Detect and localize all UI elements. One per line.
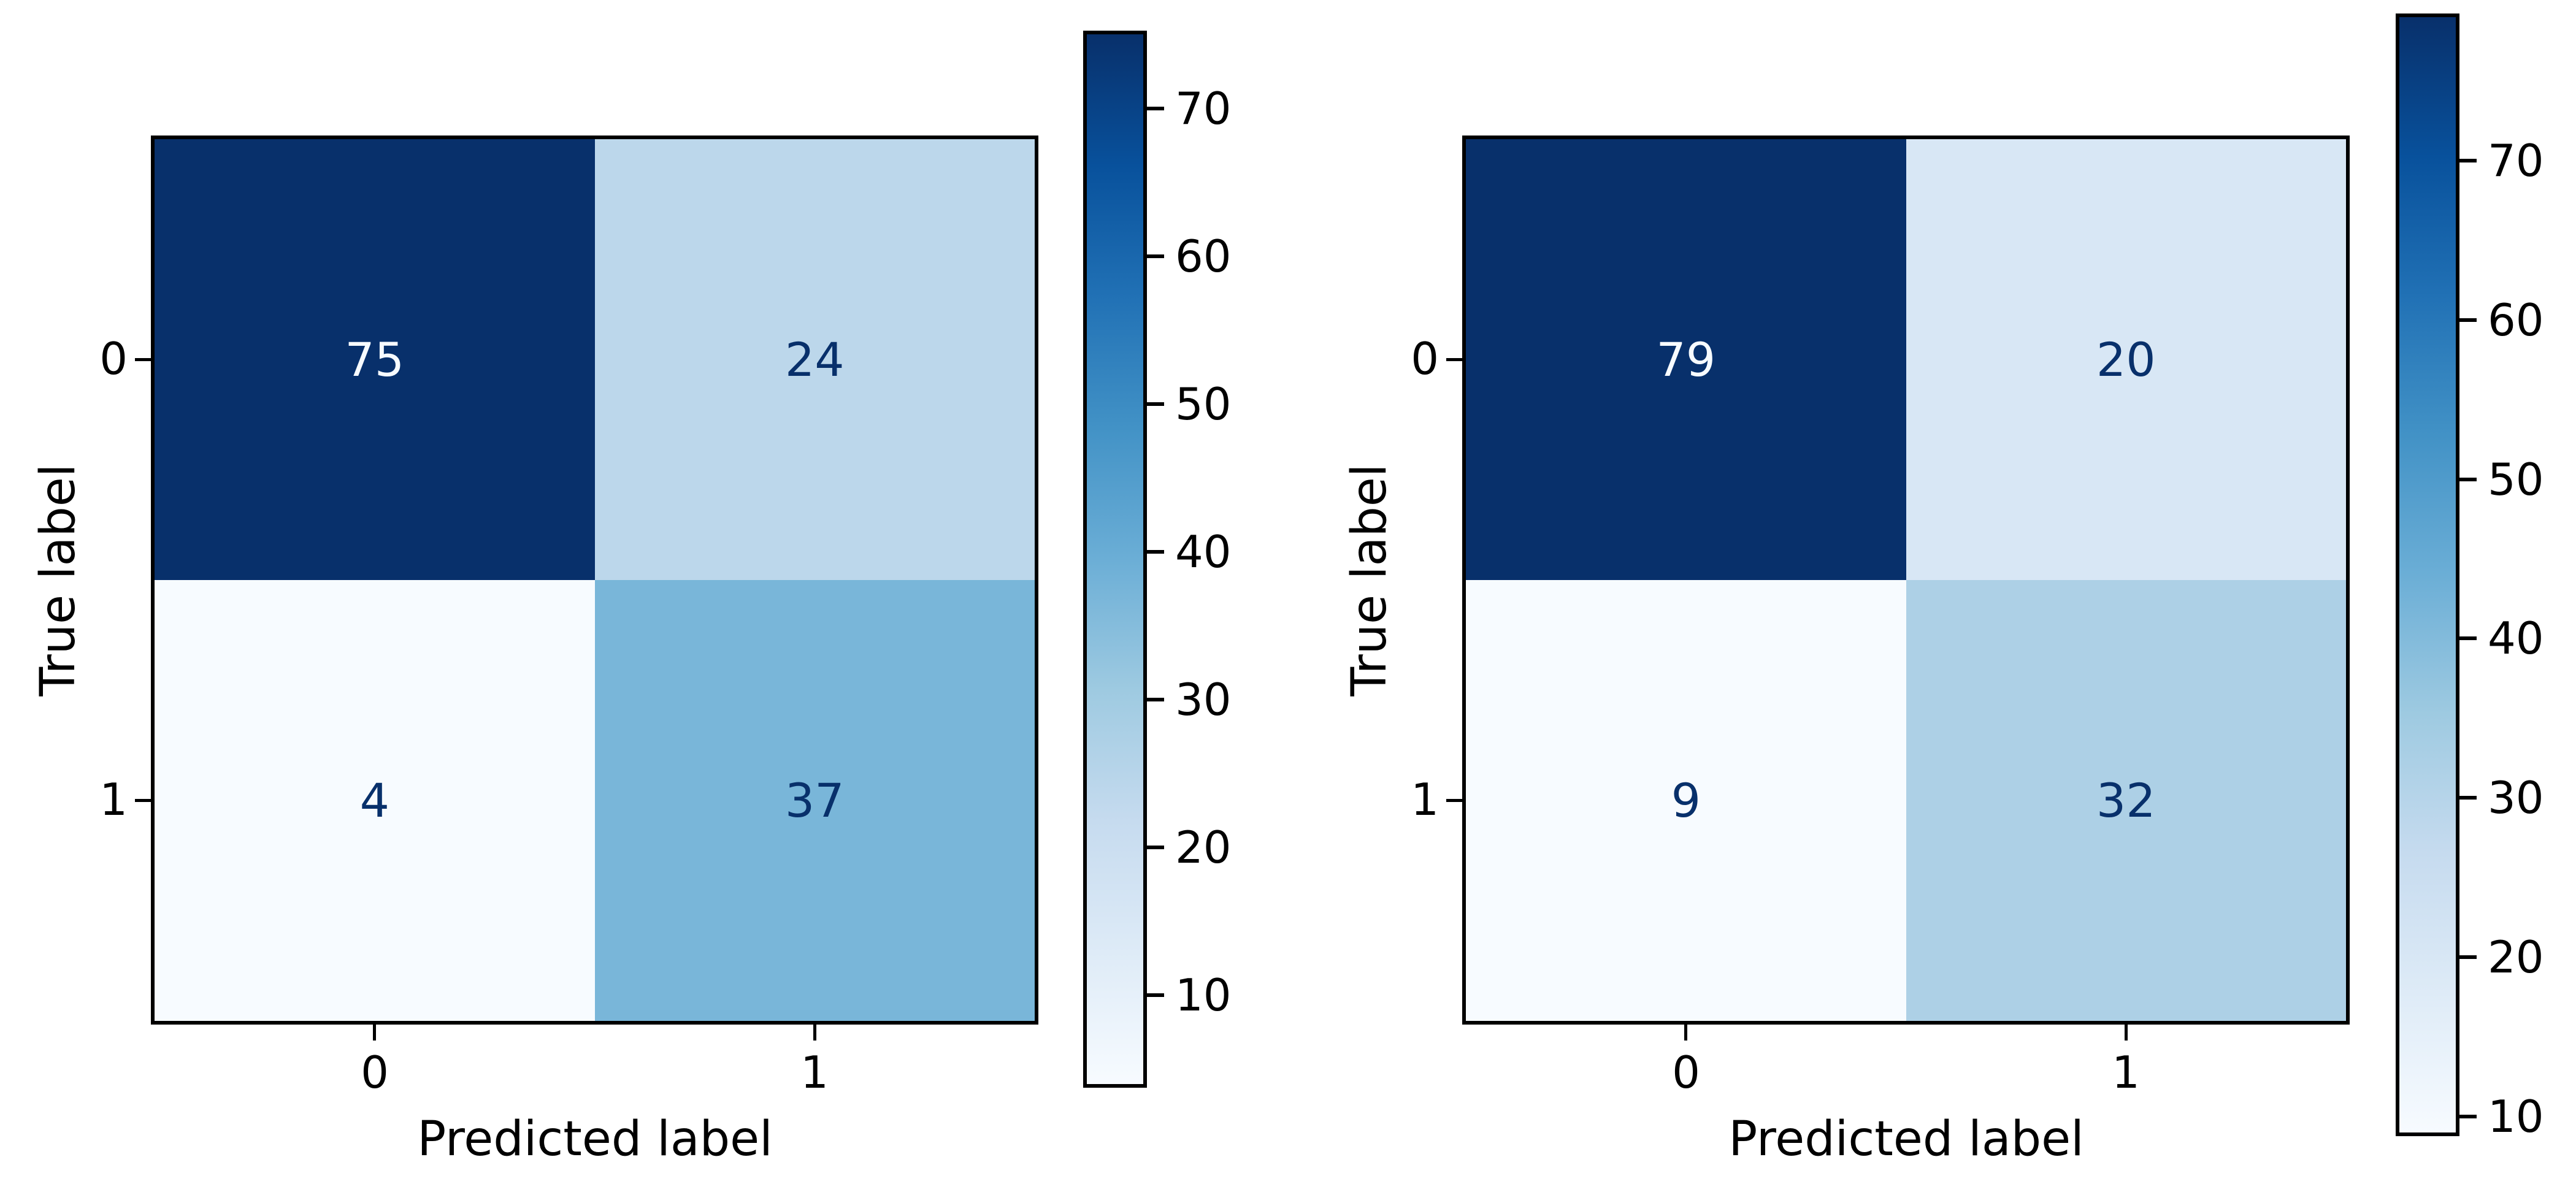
colorbar-tick-layer: 70 60 50 40 30 20 10 bbox=[1087, 34, 1232, 1084]
heatmap-grid-right: 79 20 9 32 bbox=[1462, 136, 2350, 1025]
colorbar-tick-label: 60 bbox=[1175, 230, 1232, 282]
colorbar-tick-label: 70 bbox=[2488, 134, 2544, 186]
colorbar-gradient bbox=[2399, 17, 2456, 1132]
colorbar-tick-label: 40 bbox=[2488, 613, 2544, 665]
colorbar-tick-label: 20 bbox=[1175, 822, 1232, 874]
cell-true0-pred0: 75 bbox=[155, 139, 595, 580]
colorbar-tick-mark bbox=[1147, 846, 1164, 850]
colorbar-tick-mark bbox=[2459, 1115, 2477, 1118]
y-axis-title: True label bbox=[31, 464, 86, 697]
cell-true1-pred0: 4 bbox=[155, 580, 595, 1021]
y-axis-tick-mark bbox=[135, 358, 151, 361]
colorbar-tick-label: 50 bbox=[2488, 453, 2544, 505]
colorbar-tick-mark bbox=[2459, 636, 2477, 641]
cell-true0-pred0: 79 bbox=[1466, 139, 1906, 580]
cell-true1-pred0: 9 bbox=[1466, 580, 1906, 1021]
colorbar-tick-mark bbox=[1147, 549, 1164, 554]
colorbar-tick-label: 20 bbox=[2488, 931, 2544, 983]
y-axis-tick-label: 0 bbox=[99, 333, 128, 384]
colorbar-tick-label: 60 bbox=[2488, 294, 2544, 346]
x-axis-tick-mark bbox=[1684, 1025, 1687, 1041]
colorbar-tick-mark bbox=[1147, 106, 1164, 110]
y-axis-tick-label: 0 bbox=[1411, 333, 1439, 384]
colorbar-tick-label: 10 bbox=[1175, 969, 1232, 1022]
cell-value: 20 bbox=[2096, 332, 2156, 387]
heatmap-grid-left: 75 24 4 37 bbox=[151, 136, 1038, 1025]
x-axis-tick-label: 1 bbox=[800, 1047, 829, 1098]
x-axis-title: Predicted label bbox=[417, 1112, 773, 1167]
cell-value: 4 bbox=[359, 773, 389, 828]
cell-value: 24 bbox=[784, 332, 845, 387]
colorbar-tick-label: 10 bbox=[2488, 1091, 2544, 1142]
colorbar-tick-mark bbox=[2459, 955, 2477, 960]
y-axis-tick-label: 1 bbox=[1411, 774, 1439, 825]
colorbar-tick-mark bbox=[1147, 254, 1164, 258]
cell-true0-pred1: 24 bbox=[594, 139, 1035, 580]
colorbar-tick-mark bbox=[2459, 477, 2477, 481]
x-axis-title: Predicted label bbox=[1728, 1112, 2084, 1167]
colorbar-left: 70 60 50 40 30 20 10 bbox=[1083, 31, 1232, 1088]
y-axis-tick-mark bbox=[1446, 799, 1462, 802]
cell-value: 9 bbox=[1671, 773, 1701, 828]
colorbar-tick-label: 50 bbox=[1175, 378, 1232, 430]
x-axis-tick-mark bbox=[2125, 1025, 2128, 1041]
y-axis-tick-mark bbox=[135, 799, 151, 802]
x-axis-tick-label: 0 bbox=[1672, 1047, 1700, 1098]
colorbar-tick-layer: 70 60 50 40 30 20 10 bbox=[2399, 17, 2544, 1139]
colorbar-tick-mark bbox=[2459, 318, 2477, 322]
cell-value: 79 bbox=[1656, 332, 1716, 387]
cell-value: 75 bbox=[345, 332, 405, 387]
colorbar-tick-label: 70 bbox=[1175, 82, 1232, 134]
y-axis-tick-mark bbox=[1446, 358, 1462, 361]
x-axis-tick-mark bbox=[373, 1025, 376, 1041]
colorbar-right: 70 60 50 40 30 20 10 bbox=[2396, 13, 2544, 1139]
colorbar-tick-label: 30 bbox=[1175, 674, 1232, 726]
y-axis-tick-label: 1 bbox=[99, 774, 128, 825]
colorbar-tick-mark bbox=[2459, 796, 2477, 800]
colorbar-tick-label: 30 bbox=[2488, 772, 2544, 824]
x-axis-tick-mark bbox=[813, 1025, 816, 1041]
colorbar-tick-mark bbox=[1147, 402, 1164, 406]
cell-true0-pred1: 20 bbox=[1906, 139, 2346, 580]
cell-value: 37 bbox=[784, 773, 845, 828]
colorbar-tick-label: 40 bbox=[1175, 525, 1232, 578]
x-axis-tick-label: 0 bbox=[361, 1047, 389, 1098]
cell-value: 32 bbox=[2096, 773, 2156, 828]
x-axis-tick-label: 1 bbox=[2112, 1047, 2140, 1098]
colorbar-tick-mark bbox=[1147, 698, 1164, 702]
colorbar-gradient bbox=[1087, 34, 1143, 1084]
colorbar-tick-mark bbox=[2459, 158, 2477, 162]
colorbar-tick-mark bbox=[1147, 993, 1164, 998]
cell-true1-pred1: 37 bbox=[594, 580, 1035, 1021]
cell-true1-pred1: 32 bbox=[1906, 580, 2346, 1021]
y-axis-title: True label bbox=[1342, 464, 1397, 697]
